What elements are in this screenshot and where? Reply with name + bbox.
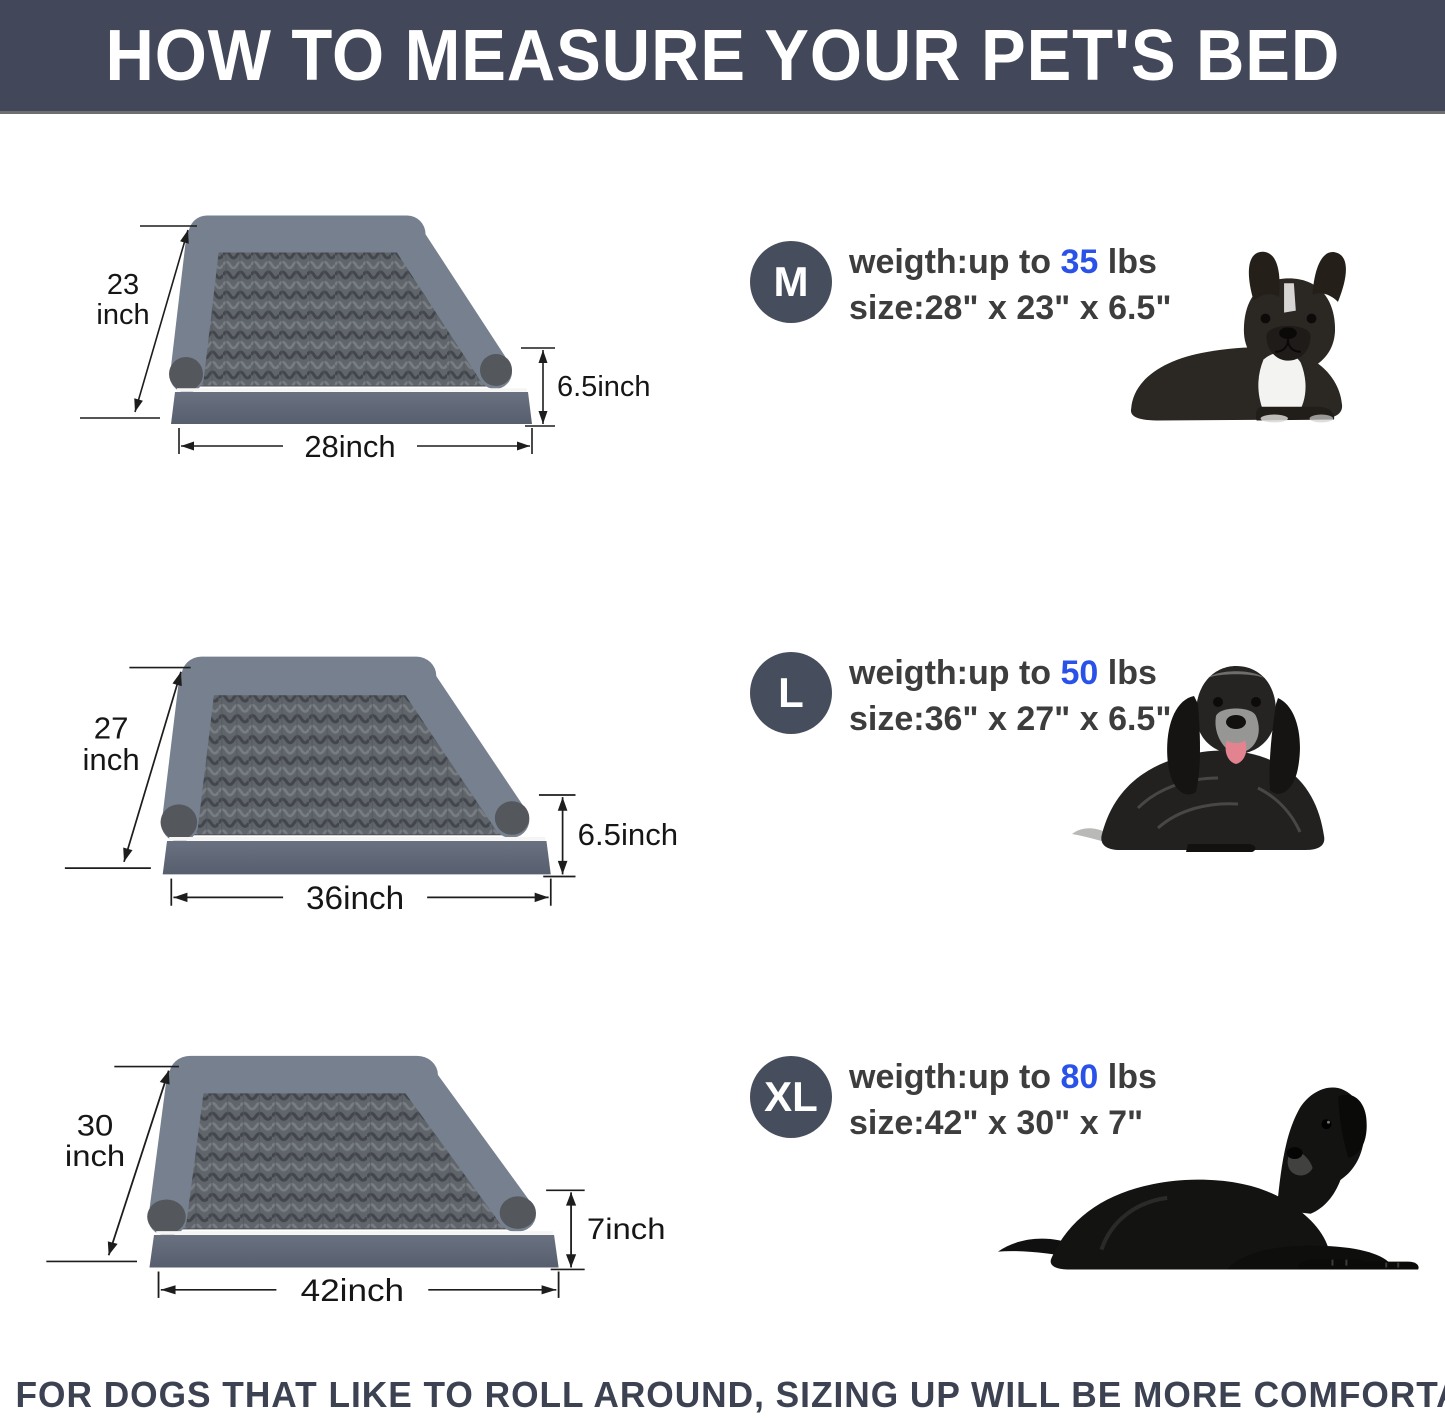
size-text: size:36" x 27" x 6.5": [849, 700, 1172, 738]
size-badge-l: L: [750, 652, 832, 734]
width-label: 28inch: [304, 429, 395, 464]
size-badge-letter: XL: [764, 1073, 818, 1120]
size-info-xl: weigth:up to 80 lbs size:42" x 30" x 7": [849, 1055, 1157, 1146]
size-badge-letter: L: [778, 669, 804, 716]
depth-unit-label: inch: [83, 742, 140, 776]
bed-illustration-m: 23 inch 28inch 6.5inch: [80, 215, 651, 464]
page-title: HOW TO MEASURE YOUR PET'S BED: [105, 15, 1340, 96]
dimension-width-l: 36inch: [170, 878, 552, 916]
height-label: 6.5inch: [578, 818, 678, 852]
width-label: 36inch: [306, 879, 404, 915]
width-label: 42inch: [301, 1274, 404, 1309]
weight-text: weigth:up to 50 lbs: [849, 654, 1157, 692]
header-banner: HOW TO MEASURE YOUR PET'S BED: [0, 0, 1445, 114]
dimension-depth-xl: 30 inch: [46, 1065, 179, 1263]
size-info-m: weigth:up to 35 lbs size:28" x 23" x 6.5…: [849, 240, 1171, 331]
weight-value: 35: [1060, 243, 1099, 281]
dimension-depth-m: 23 inch: [80, 225, 197, 419]
height-label: 7inch: [587, 1213, 666, 1246]
size-badge-xl: XL: [750, 1056, 832, 1138]
dog-image-cocker-spaniel: [1072, 666, 1325, 852]
height-label: 6.5inch: [557, 371, 651, 403]
size-text: size:42" x 30" x 7": [849, 1104, 1144, 1142]
size-badge-letter: M: [773, 258, 809, 305]
size-text: size:28" x 23" x 6.5": [849, 289, 1172, 327]
bed-drawing: [147, 1055, 559, 1268]
dimension-height-xl: 7inch: [546, 1189, 666, 1271]
bed-drawing: [160, 656, 551, 875]
dog-image-black-labrador: [997, 1087, 1419, 1270]
dimension-height-l: 6.5inch: [538, 794, 678, 878]
footer-note: FOR DOGS THAT LIKE TO ROLL AROUND, SIZIN…: [15, 1374, 1445, 1415]
bed-illustration-l: 27 inch 36inch 6.5inch: [64, 656, 678, 916]
size-info-l: weigth:up to 50 lbs size:36" x 27" x 6.5…: [849, 651, 1171, 742]
dimension-depth-l: 27 inch: [64, 666, 191, 869]
depth-unit-label: inch: [65, 1140, 125, 1173]
size-badge-m: M: [750, 241, 832, 323]
bed-illustration-xl: 30 inch 42inch 7inch: [46, 1055, 666, 1309]
depth-value-label: 23: [107, 269, 139, 301]
weight-text: weigth:up to 35 lbs: [849, 243, 1157, 281]
bed-drawing: [169, 215, 532, 424]
depth-value-label: 27: [94, 711, 129, 745]
weight-value: 80: [1060, 1058, 1099, 1096]
depth-unit-label: inch: [96, 299, 149, 331]
footer-note-bar: FOR DOGS THAT LIKE TO ROLL AROUND, SIZIN…: [0, 1374, 1445, 1416]
dog-image-french-bulldog: [1130, 251, 1346, 423]
weight-text: weigth:up to 80 lbs: [849, 1058, 1157, 1096]
dimension-height-m: 6.5inch: [521, 347, 651, 427]
weight-value: 50: [1060, 654, 1099, 692]
dimension-width-xl: 42inch: [157, 1271, 560, 1309]
dimension-width-m: 28inch: [178, 428, 533, 464]
depth-value-label: 30: [77, 1109, 114, 1142]
